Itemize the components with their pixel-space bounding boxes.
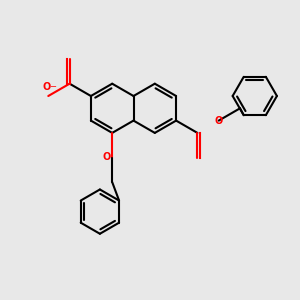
Text: O: O [43, 82, 51, 92]
Text: O: O [103, 152, 111, 163]
Text: −: − [49, 82, 56, 91]
Text: O: O [214, 116, 223, 126]
